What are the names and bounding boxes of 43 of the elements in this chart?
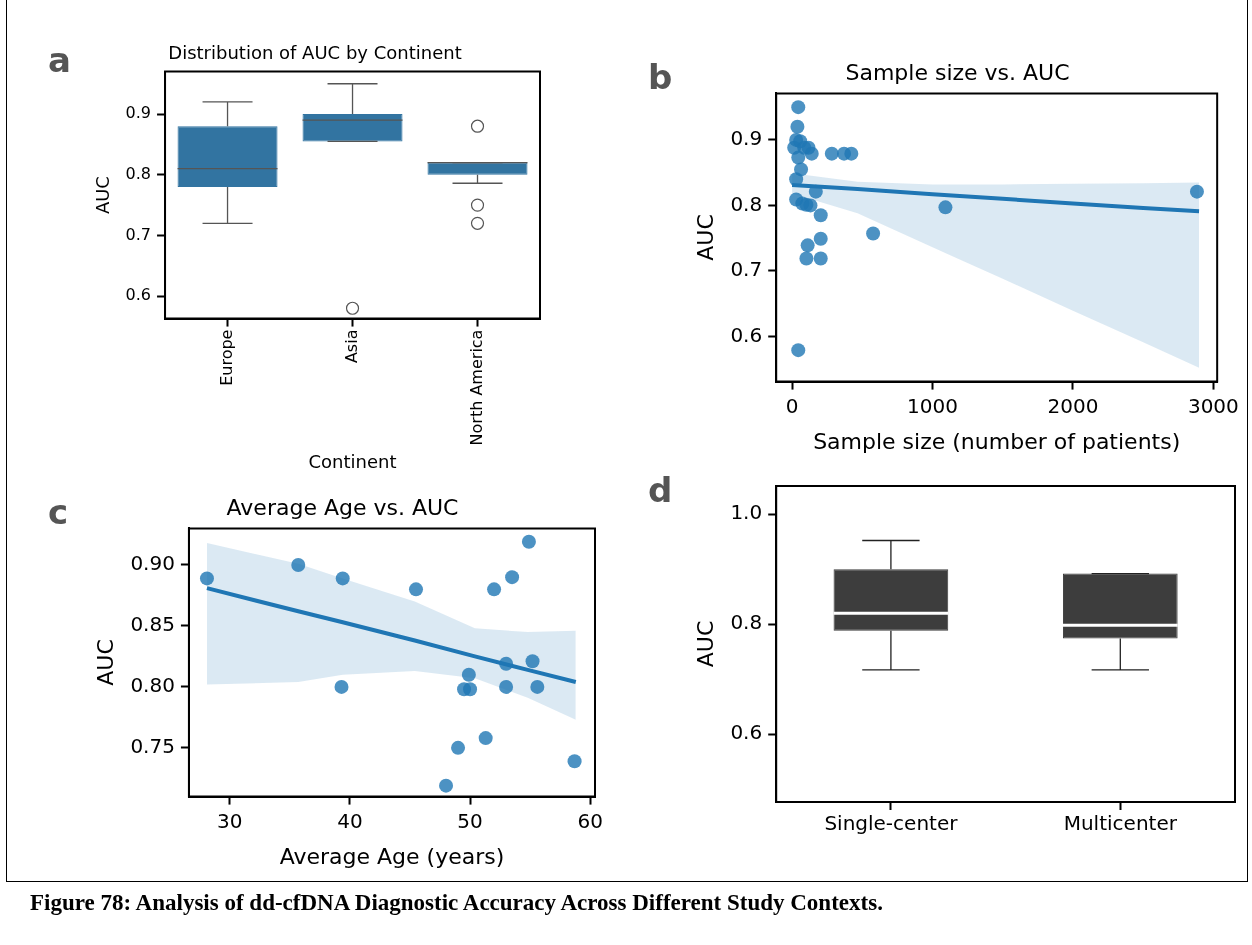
text: c [48, 491, 69, 532]
text: b [648, 56, 673, 97]
y-tick-label: 0.8 [125, 163, 152, 183]
y-tick-label: 0.6 [730, 720, 763, 745]
y-axis-title: AUC [692, 214, 718, 261]
y-tick-label: 0.75 [130, 734, 175, 759]
x-tick-label: 1000 [907, 393, 958, 418]
y-tick-label: 0.9 [730, 126, 763, 151]
y-tick-label: 0.6 [730, 322, 763, 347]
text: d [648, 469, 673, 510]
y-tick-label: 0.90 [130, 551, 175, 576]
x-tick-label: North America [466, 329, 486, 446]
x-tick-label: 60 [577, 808, 603, 833]
y-tick-label: 0.80 [130, 673, 175, 698]
chart-title: Average Age vs. AUC [226, 494, 459, 520]
x-tick-label: 40 [337, 808, 363, 833]
chart-title: Sample size vs. AUC [845, 59, 1070, 85]
y-tick-label: 0.6 [125, 285, 152, 305]
x-tick-label: 2000 [1047, 393, 1099, 418]
chart-title: Distribution of AUC by Continent [168, 42, 462, 64]
y-tick-label: 1.0 [730, 500, 763, 525]
text: a [48, 39, 71, 80]
y-tick-label: 0.8 [730, 610, 763, 635]
x-axis-title: Continent [308, 450, 397, 472]
y-tick-label: 0.85 [130, 612, 175, 637]
y-tick-label: 0.8 [730, 191, 763, 216]
x-tick-label: 30 [217, 808, 243, 833]
y-axis-title: AUC [692, 620, 718, 668]
caption: Figure 78: Analysis of dd-cfDNA Diagnostic Accuracy Across Different Study Contexts. [30, 890, 884, 916]
x-axis-title: Average Age (years) [279, 843, 505, 869]
x-tick-label: Multicenter [1063, 811, 1178, 836]
y-tick-label: 0.7 [125, 224, 152, 244]
x-axis-title: Sample size (number of patients) [813, 428, 1181, 454]
y-tick-label: 0.9 [125, 103, 152, 123]
y-axis-title: AUC [92, 176, 114, 215]
y-tick-label: 0.7 [730, 257, 763, 282]
y-axis-title: AUC [92, 639, 118, 686]
x-tick-label: 50 [457, 808, 483, 833]
x-tick-label: 3000 [1187, 393, 1239, 418]
x-tick-label: Europe [216, 329, 236, 386]
x-tick-label: Single-center [824, 811, 959, 836]
x-tick-label: 0 [785, 393, 799, 418]
x-tick-label: Asia [341, 329, 361, 364]
